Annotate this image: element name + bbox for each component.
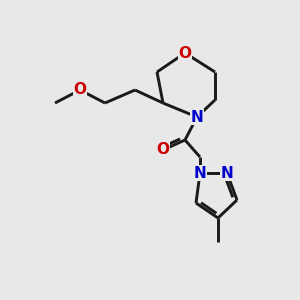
Text: O: O [178, 46, 191, 61]
Text: N: N [220, 166, 233, 181]
Text: N: N [190, 110, 203, 124]
Text: O: O [157, 142, 169, 158]
Text: O: O [74, 82, 86, 98]
Text: N: N [194, 166, 206, 181]
